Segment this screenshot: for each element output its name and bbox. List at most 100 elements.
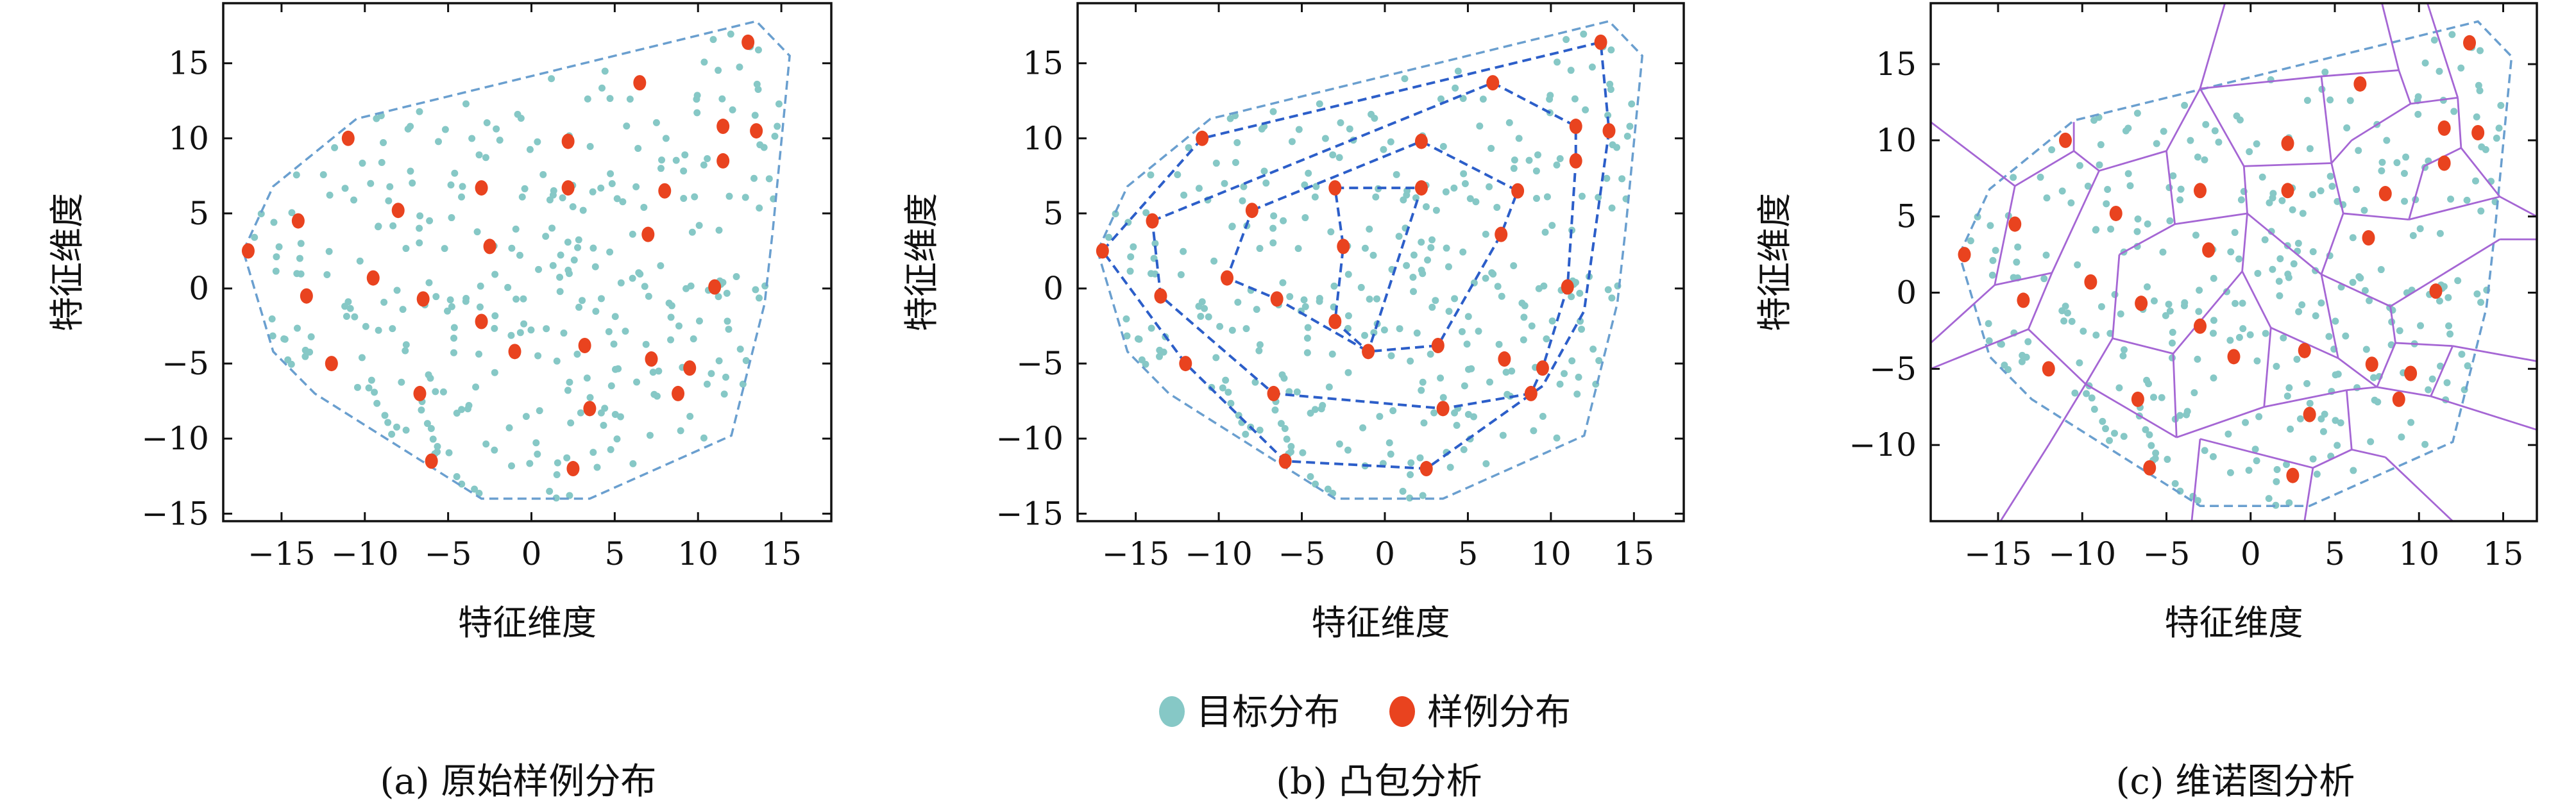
target-point (2476, 87, 2484, 94)
target-point (2237, 196, 2245, 204)
sample-point (391, 203, 405, 219)
target-point (1212, 354, 1220, 362)
target-point (2074, 261, 2081, 269)
target-point (2146, 431, 2153, 438)
target-point (1515, 135, 1523, 142)
target-point (536, 407, 543, 415)
target-point (2272, 501, 2280, 509)
target-point (1453, 422, 1461, 430)
sample-point (1221, 270, 1234, 286)
x-tick-label: −15 (1964, 535, 2032, 572)
target-point (593, 463, 601, 471)
sample-point (1146, 213, 1159, 229)
target-point (607, 446, 614, 453)
target-point (650, 390, 658, 398)
sample-point (716, 153, 730, 169)
x-tick-label: 10 (677, 535, 718, 572)
target-point (695, 222, 703, 229)
target-point (447, 181, 455, 188)
target-point (2321, 69, 2329, 76)
target-point (2120, 433, 2128, 440)
target-point (709, 36, 717, 44)
legend: 目标分布 样例分布 (1159, 692, 1571, 733)
target-point (686, 412, 694, 420)
voronoi-edge (2398, 70, 2412, 104)
sample-point (416, 291, 430, 307)
target-point (1548, 222, 1556, 229)
target-point (2227, 248, 2235, 256)
target-point (1588, 63, 1596, 71)
target-point (2068, 317, 2076, 325)
voronoi-edge (2381, 3, 2400, 71)
target-point (1242, 325, 1250, 333)
target-point (2088, 394, 2096, 402)
target-point (2378, 167, 2385, 174)
target-point (288, 209, 296, 217)
target-point (597, 184, 605, 192)
sample-point (2042, 361, 2055, 377)
target-point (1450, 184, 1458, 192)
target-point (1573, 390, 1581, 398)
target-point (579, 206, 587, 214)
target-point (2349, 234, 2357, 242)
target-point (380, 298, 388, 306)
target-point (2176, 412, 2184, 419)
sample-point (475, 313, 488, 329)
target-point (2176, 196, 2184, 204)
target-point (516, 329, 524, 337)
voronoi-edge (2263, 328, 2272, 407)
target-point (425, 279, 433, 287)
target-point (2209, 329, 2217, 337)
captions: (a) 原始样例分布 (b) 凸包分析 (c) 维诺图分析 (380, 761, 2355, 803)
target-point (268, 315, 276, 322)
target-point (2261, 236, 2269, 244)
sample-point (2202, 242, 2216, 258)
voronoi-edge (2199, 88, 2245, 167)
voronoi-edge (2408, 165, 2425, 220)
target-point (504, 283, 512, 291)
target-point (444, 307, 452, 315)
target-point (2180, 302, 2188, 310)
target-point (655, 367, 663, 375)
target-point (2290, 260, 2298, 268)
target-point (1216, 322, 1224, 330)
target-point (439, 388, 447, 396)
target-point (1479, 96, 1487, 103)
target-point (2201, 447, 2208, 455)
target-point (667, 336, 675, 344)
target-point (2478, 143, 2486, 151)
target-point (715, 293, 722, 301)
target-point (2232, 299, 2239, 307)
sample-point (641, 226, 655, 242)
target-point (2443, 379, 2451, 387)
target-point (1148, 324, 1155, 332)
target-point (2022, 353, 2030, 361)
target-point (1539, 412, 1546, 420)
target-point (269, 332, 276, 340)
target-point (1160, 348, 1167, 356)
target-point (1307, 473, 1314, 481)
target-point (626, 96, 634, 103)
target-point (586, 143, 594, 151)
target-point (700, 434, 708, 442)
target-point (1556, 155, 1564, 163)
y-tick-label: −5 (162, 345, 209, 382)
voronoi-edge (2346, 386, 2377, 392)
target-point (1278, 371, 1286, 379)
voronoi-edge (2244, 162, 2332, 167)
target-point (1543, 193, 1551, 201)
target-point (432, 293, 440, 301)
sample-point (366, 270, 380, 286)
target-point (1380, 146, 1387, 153)
target-point (1387, 450, 1394, 458)
target-point (2262, 329, 2269, 337)
target-point (293, 324, 301, 332)
target-point (688, 228, 696, 236)
target-point (586, 394, 594, 401)
target-point (2153, 140, 2160, 147)
x-tick-label: −10 (2048, 535, 2116, 572)
target-point (1303, 349, 1311, 356)
target-point (2253, 357, 2261, 365)
voronoi-edge (2389, 306, 2396, 344)
sample-point (1569, 119, 1582, 135)
